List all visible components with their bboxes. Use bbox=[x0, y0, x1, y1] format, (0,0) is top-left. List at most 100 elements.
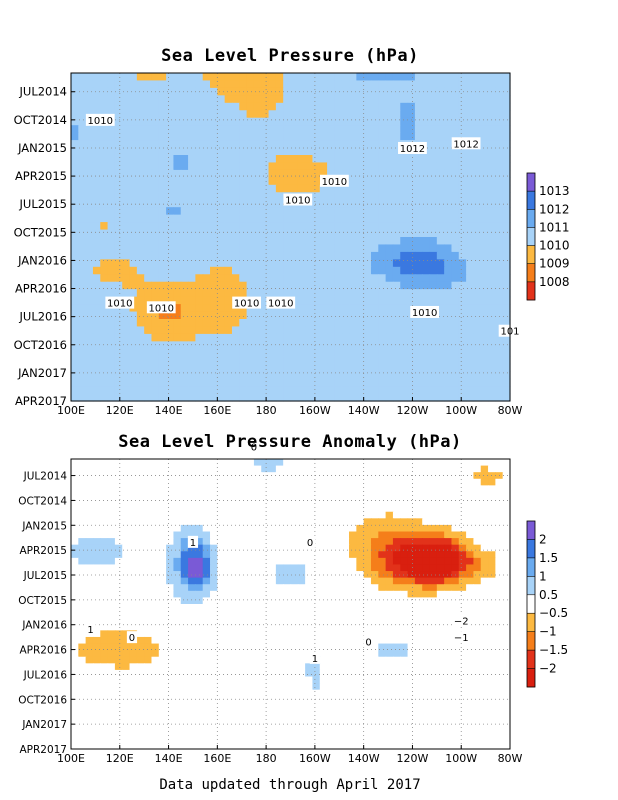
field-cell bbox=[85, 636, 94, 645]
field-cell bbox=[400, 531, 409, 539]
field-cell bbox=[429, 251, 438, 260]
field-cell bbox=[107, 610, 116, 618]
field-cell bbox=[144, 207, 153, 216]
field-cell bbox=[283, 140, 292, 149]
field-cell bbox=[319, 663, 328, 671]
field-cell bbox=[85, 597, 94, 605]
field-cell bbox=[414, 465, 423, 473]
field-cell bbox=[261, 564, 270, 572]
field-cell bbox=[363, 363, 372, 372]
field-cell bbox=[356, 266, 365, 275]
field-cell bbox=[210, 348, 218, 357]
field-cell bbox=[158, 73, 167, 82]
field-cell bbox=[385, 289, 394, 298]
field-cell bbox=[319, 378, 328, 387]
field-cell bbox=[210, 643, 218, 651]
field-cell bbox=[458, 571, 467, 579]
field-cell bbox=[283, 259, 292, 268]
field-cell bbox=[363, 147, 372, 156]
field-cell bbox=[114, 669, 123, 678]
field-cell bbox=[349, 663, 357, 671]
field-cell bbox=[188, 498, 196, 506]
field-cell bbox=[341, 465, 350, 473]
field-cell bbox=[202, 110, 211, 119]
field-cell bbox=[92, 192, 101, 201]
field-cell bbox=[334, 378, 343, 387]
field-cell bbox=[261, 311, 270, 320]
field-cell bbox=[312, 363, 321, 372]
field-cell bbox=[378, 289, 387, 298]
field-cell bbox=[392, 162, 401, 171]
field-cell bbox=[385, 304, 394, 313]
color-bar-swatch bbox=[527, 173, 535, 192]
field-cell bbox=[261, 229, 270, 238]
field-cell bbox=[466, 378, 475, 387]
field-cell bbox=[290, 459, 299, 467]
field-cell bbox=[231, 511, 240, 519]
field-cell bbox=[341, 696, 350, 704]
field-cell bbox=[210, 184, 218, 193]
field-cell bbox=[217, 326, 226, 335]
field-cell bbox=[180, 393, 189, 402]
field-cell bbox=[195, 696, 204, 704]
field-cell bbox=[341, 386, 350, 395]
field-cell bbox=[268, 192, 277, 201]
field-cell bbox=[180, 147, 189, 156]
field-cell bbox=[261, 147, 270, 156]
field-cell bbox=[502, 207, 511, 216]
field-cell bbox=[466, 524, 475, 533]
field-cell bbox=[144, 702, 153, 711]
field-cell bbox=[356, 162, 365, 171]
field-cell bbox=[341, 557, 350, 566]
field-cell bbox=[217, 95, 226, 104]
field-cell bbox=[100, 696, 109, 704]
field-cell bbox=[341, 80, 350, 89]
field-cell bbox=[136, 590, 145, 599]
contour-label: 1010 bbox=[268, 299, 293, 310]
field-cell bbox=[502, 333, 511, 342]
field-cell bbox=[283, 643, 292, 651]
field-cell bbox=[188, 237, 196, 246]
field-cell bbox=[188, 702, 196, 711]
field-cell bbox=[136, 610, 145, 618]
field-cell bbox=[144, 251, 153, 260]
field-cell bbox=[305, 505, 314, 513]
field-cell bbox=[78, 465, 87, 473]
field-cell bbox=[385, 610, 394, 618]
field-cell bbox=[385, 511, 394, 519]
field-cell bbox=[253, 571, 262, 579]
field-cell bbox=[188, 597, 196, 605]
y-tick-label: JAN2016 bbox=[17, 253, 67, 267]
field-cell bbox=[473, 656, 482, 664]
field-cell bbox=[327, 511, 335, 519]
field-cell bbox=[327, 266, 335, 275]
field-cell bbox=[136, 333, 145, 342]
field-cell bbox=[268, 577, 277, 585]
field-cell bbox=[349, 266, 357, 275]
field-cell bbox=[188, 102, 196, 111]
field-cell bbox=[217, 348, 226, 357]
field-cell bbox=[239, 289, 248, 298]
field-cell bbox=[495, 184, 504, 193]
field-cell bbox=[151, 564, 160, 572]
field-cell bbox=[173, 132, 182, 141]
field-cell bbox=[436, 557, 445, 566]
field-cell bbox=[210, 274, 218, 283]
field-cell bbox=[100, 229, 109, 238]
field-cell bbox=[78, 110, 87, 119]
field-cell bbox=[473, 237, 482, 246]
field-cell bbox=[473, 311, 482, 320]
field-cell bbox=[436, 207, 445, 216]
field-cell bbox=[210, 505, 218, 513]
field-cell bbox=[158, 505, 167, 513]
field-cell bbox=[305, 650, 314, 658]
field-cell bbox=[275, 117, 284, 126]
field-cell bbox=[246, 192, 255, 201]
field-cell bbox=[107, 199, 116, 208]
field-cell bbox=[429, 577, 438, 585]
field-cell bbox=[275, 147, 284, 156]
field-cell bbox=[312, 378, 321, 387]
field-cell bbox=[451, 544, 460, 552]
field-cell bbox=[188, 623, 196, 631]
field-cell bbox=[400, 689, 409, 697]
